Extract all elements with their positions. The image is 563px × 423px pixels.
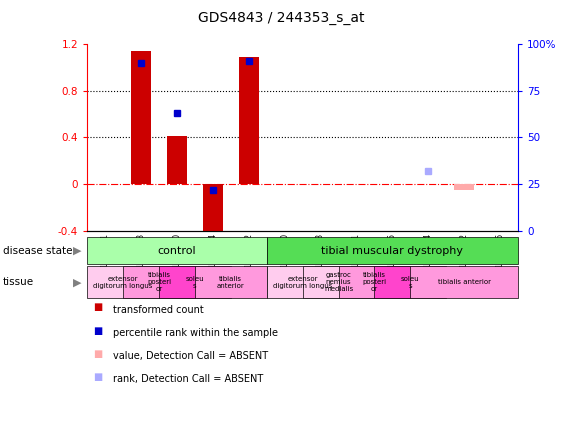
Text: tibialis
posteri
or: tibialis posteri or (363, 272, 386, 292)
Bar (454, 184, 474, 190)
Text: tissue: tissue (3, 277, 34, 287)
Text: ■: ■ (93, 349, 102, 359)
Text: tibial muscular dystrophy: tibial muscular dystrophy (321, 246, 463, 255)
Text: tibialis
anterior: tibialis anterior (217, 276, 245, 289)
Text: value, Detection Call = ABSENT: value, Detection Call = ABSENT (113, 351, 268, 361)
Text: ▶: ▶ (73, 246, 82, 255)
Bar (239, 57, 258, 184)
Bar (131, 52, 151, 184)
Text: GDS4843 / 244353_s_at: GDS4843 / 244353_s_at (198, 11, 365, 25)
Text: transformed count: transformed count (113, 305, 203, 315)
Text: ■: ■ (93, 372, 102, 382)
Text: tibialis
posteri
or: tibialis posteri or (147, 272, 171, 292)
Text: soleu
s: soleu s (401, 276, 419, 289)
Bar (454, 184, 474, 190)
Bar (167, 136, 187, 184)
Text: soleu
s: soleu s (186, 276, 204, 289)
Bar (203, 184, 223, 240)
Text: tibialis anterior: tibialis anterior (437, 279, 490, 286)
Text: ■: ■ (93, 302, 102, 313)
Text: gastroc
nemius
medialis: gastroc nemius medialis (324, 272, 353, 292)
Text: percentile rank within the sample: percentile rank within the sample (113, 328, 278, 338)
Text: extensor
digitorum longus: extensor digitorum longus (93, 276, 153, 289)
Text: disease state: disease state (3, 246, 72, 255)
Text: control: control (158, 246, 196, 255)
Text: extensor
digitorum longus: extensor digitorum longus (273, 276, 332, 289)
Text: rank, Detection Call = ABSENT: rank, Detection Call = ABSENT (113, 374, 263, 385)
Text: ▶: ▶ (73, 277, 82, 287)
Text: ■: ■ (93, 326, 102, 336)
